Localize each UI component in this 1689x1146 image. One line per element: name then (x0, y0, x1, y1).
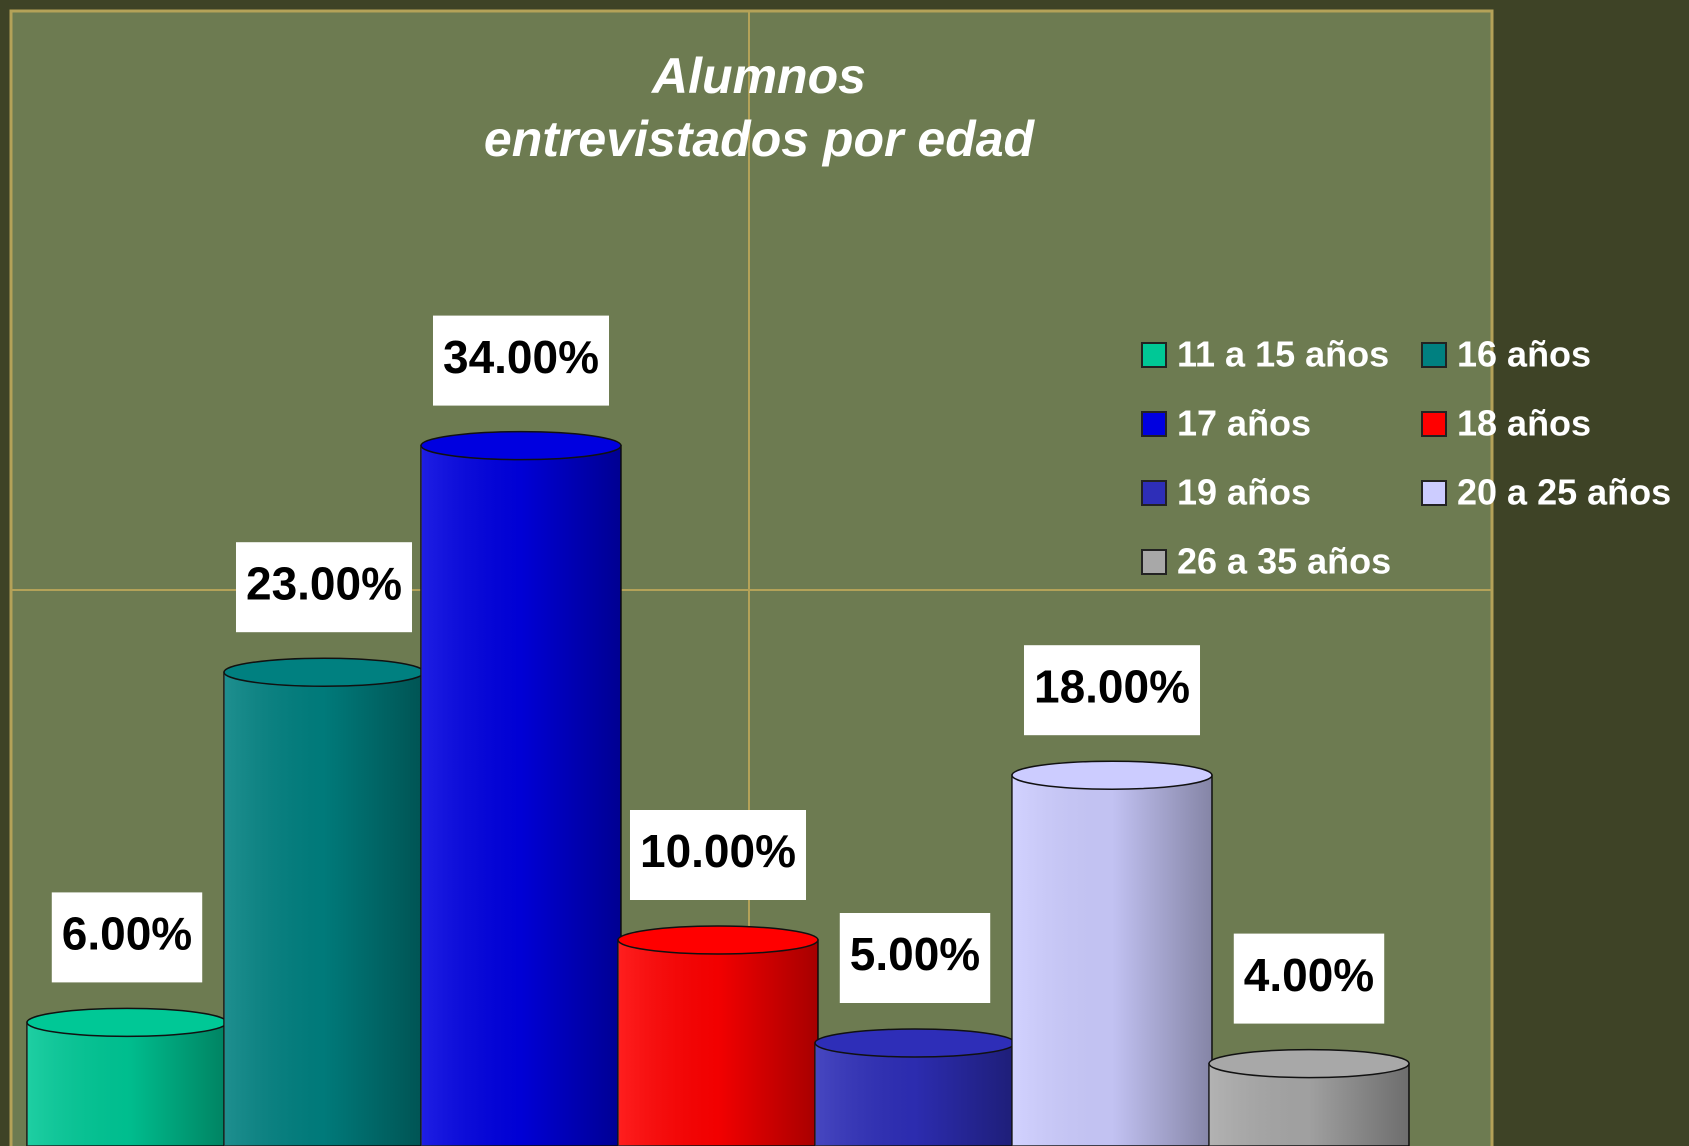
value-label-box (432, 315, 610, 406)
chart-title: Alumnos (650, 48, 866, 104)
legend-label: 16 años (1457, 334, 1591, 375)
cylinder-shade (224, 672, 424, 1146)
cylinder-top (26, 1007, 228, 1038)
legend-label: 19 años (1177, 472, 1311, 513)
value-label: 18.00% (1034, 660, 1190, 712)
value-label-box (1023, 645, 1201, 736)
value-label-box (235, 542, 413, 633)
value-label-box (629, 810, 807, 900)
cylinder-top (617, 925, 819, 955)
value-label: 4.00% (1244, 949, 1374, 1001)
cylinder-shade (421, 445, 621, 1146)
legend-label: 20 a 25 años (1457, 472, 1671, 513)
value-label: 23.00% (246, 557, 402, 609)
chart-title: entrevistados por edad (484, 111, 1036, 167)
legend-label: 26 a 35 años (1177, 541, 1391, 582)
value-label-box (1233, 933, 1385, 1024)
legend-swatch (1141, 342, 1167, 368)
cylinder-shade (1012, 775, 1212, 1146)
cylinder-top (223, 657, 425, 687)
cylinder-shade (815, 1043, 1015, 1146)
value-label: 6.00% (62, 908, 192, 960)
cylinder-top (814, 1028, 1016, 1058)
cylinder-top (420, 430, 622, 461)
legend-swatch (1141, 480, 1167, 506)
legend-label: 17 años (1177, 403, 1311, 444)
cylinder-shade (27, 1022, 227, 1146)
legend-swatch (1141, 411, 1167, 437)
legend-label: 18 años (1457, 403, 1591, 444)
value-label-box (51, 892, 203, 983)
legend-swatch (1421, 342, 1447, 368)
value-label: 34.00% (443, 331, 599, 383)
legend-label: 11 a 15 años (1177, 334, 1389, 375)
value-label-box (839, 913, 991, 1003)
cylinder-top (1011, 760, 1213, 790)
cylinder-shade (618, 940, 818, 1146)
cylinder-top (1208, 1048, 1410, 1079)
value-label: 10.00% (640, 825, 796, 877)
legend-swatch (1421, 480, 1447, 506)
value-label: 5.00% (850, 928, 980, 980)
legend-swatch (1141, 549, 1167, 575)
legend-swatch (1421, 411, 1447, 437)
